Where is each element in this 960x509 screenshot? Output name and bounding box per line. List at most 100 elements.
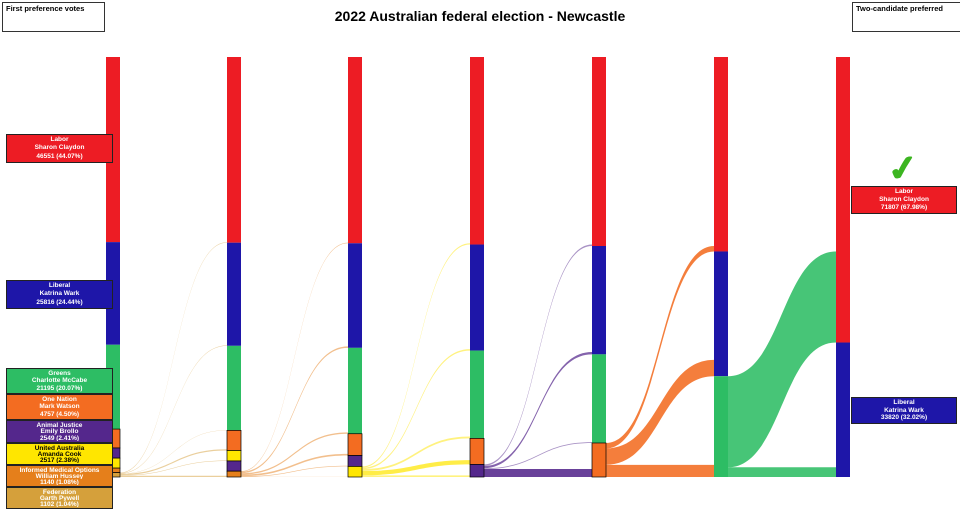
flow-imo-to-greens [241, 432, 348, 475]
flow-uap-to-greens [362, 436, 470, 472]
bar-round2-liberal [227, 242, 241, 346]
flow-uap-to-labor [362, 243, 470, 468]
candidate-name: Sharon Claydon [879, 196, 929, 203]
bar-round4-liberal [470, 244, 484, 351]
flow-imo-to-animaljustice [241, 465, 348, 477]
bar-round3-onenation [347, 433, 363, 456]
bar-round2-animaljustice [226, 460, 242, 472]
candidate-label-federation: Federation Garth Pywell 1102 (1.04%) [6, 487, 113, 509]
candidate-label-animaljustice: Animal Justice Emily Brollo 2549 (2.41%) [6, 420, 113, 443]
flow-uap-to-animaljustice [362, 475, 470, 477]
flow-federation-to-greens [120, 430, 227, 474]
party-name: Labor [50, 136, 69, 144]
vote-count: 4757 (4.50%) [39, 410, 80, 418]
candidate-label-liberal: Liberal Katrina Wark 33820 (32.02%) [851, 397, 957, 424]
flow-federation-to-imo [120, 475, 227, 477]
candidate-label-liberal: Liberal Katrina Wark 25816 (24.44%) [6, 280, 113, 309]
candidate-label-labor: Labor Sharon Claydon 46551 (44.07%) [6, 134, 113, 163]
flow-animaljustice-to-liberal [484, 352, 592, 469]
party-name: One Nation [42, 396, 77, 403]
bar-round7-labor [836, 57, 850, 343]
bar-round5-onenation [591, 442, 607, 478]
flow-federation-to-animaljustice [120, 471, 227, 476]
candidate-name: Katrina Wark [39, 290, 80, 298]
candidate-name: Amanda Cook [37, 451, 82, 457]
vote-count: 46551 (44.07%) [36, 152, 83, 160]
flow-greens-to-liberal [728, 467, 836, 477]
bar-round3-animaljustice [347, 455, 363, 467]
flow-federation-to-onenation [120, 449, 227, 476]
vote-count: 71807 (67.98%) [880, 204, 928, 211]
party-name: Liberal [893, 399, 915, 406]
bar-round2-labor [227, 57, 241, 243]
flow-imo-to-liberal [241, 346, 348, 474]
flow-uap-to-onenation [362, 460, 470, 476]
candidate-name: Katrina Wark [884, 406, 924, 414]
party-name: Labor [894, 188, 914, 195]
bar-round3-liberal [348, 243, 362, 348]
bar-round1-liberal [106, 242, 120, 345]
candidate-label-greens: Greens Charlotte McCabe 21195 (20.07%) [6, 368, 113, 394]
vote-count: 2549 (2.41%) [39, 434, 80, 441]
bar-round6-labor [714, 57, 728, 252]
party-name: Liberal [48, 282, 71, 290]
vote-count: 21195 (20.07%) [36, 384, 83, 392]
flow-onenation-to-greens [606, 464, 714, 477]
candidate-name: Mark Watson [39, 403, 80, 411]
bar-round2-uap [226, 450, 242, 462]
vote-count: 33820 (32.02%) [880, 414, 928, 422]
candidate-name: Sharon Claydon [34, 144, 85, 152]
bar-round5-greens [592, 354, 606, 443]
candidate-name: William Hussey [35, 473, 84, 479]
bar-round2-onenation [226, 430, 242, 451]
bar-round1-labor [106, 57, 120, 243]
candidate-label-uap: United Australia Amanda Cook 2517 (2.38%) [6, 443, 113, 465]
bar-round3-labor [348, 57, 362, 244]
party-name: Greens [48, 370, 71, 377]
flow-uap-to-liberal [362, 349, 470, 470]
bar-round7-liberal [836, 342, 850, 477]
bar-round3-uap [347, 466, 363, 478]
candidate-name: Emily Brollo [40, 428, 79, 435]
party-name: United Australia [34, 445, 85, 451]
candidate-name: Charlotte McCabe [31, 377, 88, 385]
bar-round5-liberal [592, 246, 606, 355]
bar-round4-onenation [469, 438, 485, 465]
candidate-label-labor: Labor Sharon Claydon 71807 (67.98%) [851, 186, 957, 214]
winner-checkmark-icon: ✓ [885, 146, 921, 190]
vote-count: 1102 (1.04%) [40, 501, 79, 507]
candidate-name: Garth Pywell [39, 495, 80, 501]
flow-animaljustice-to-onenation [484, 469, 592, 477]
flow-imo-to-labor [241, 242, 348, 472]
flow-greens-to-labor [728, 251, 836, 468]
flow-federation-to-liberal [120, 345, 227, 474]
flow-animaljustice-to-greens [484, 442, 592, 470]
page-title: 2022 Australian federal election - Newca… [334, 8, 626, 24]
bar-round5-labor [592, 57, 606, 246]
bar-round6-greens [714, 376, 728, 477]
party-name: Animal Justice [36, 422, 83, 429]
bar-round4-greens [470, 350, 484, 439]
party-name: Informed Medical Options [19, 467, 100, 473]
vote-count: 25816 (24.44%) [36, 298, 83, 306]
candidate-label-imo: Informed Medical Options William Hussey 11… [6, 465, 113, 487]
vote-count: 2517 (2.38%) [39, 457, 80, 463]
flow-animaljustice-to-labor [484, 244, 592, 466]
flow-onenation-to-labor [606, 246, 714, 449]
flow-federation-to-uap [120, 460, 227, 476]
bar-round2-greens [227, 345, 241, 431]
two-candidate-preferred-box: Two-candidate preferred [852, 2, 960, 32]
flow-federation-to-labor [120, 242, 227, 474]
bar-round4-labor [470, 57, 484, 245]
first-preference-box: First preference votes [2, 2, 105, 32]
vote-count: 1140 (1.08%) [40, 479, 79, 485]
bar-round3-greens [348, 347, 362, 434]
party-name: Federation [42, 489, 77, 495]
bar-round4-animaljustice [469, 464, 485, 478]
bar-round6-liberal [714, 251, 728, 377]
candidate-label-onenation: One Nation Mark Watson 4757 (4.50%) [6, 394, 113, 420]
bar-round2-imo [226, 470, 242, 478]
flow-imo-to-onenation [241, 453, 348, 477]
